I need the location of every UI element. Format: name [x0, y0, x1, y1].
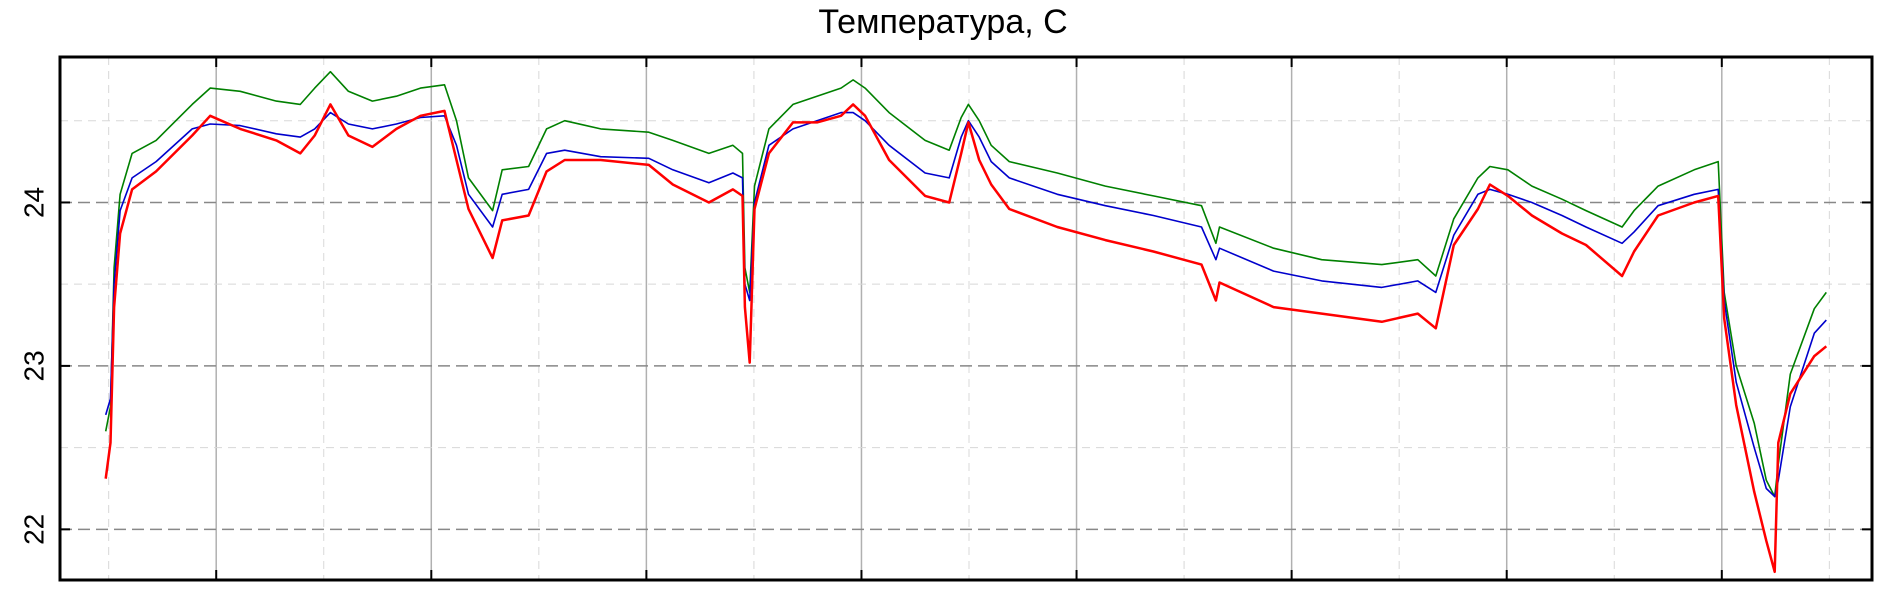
plot-frame	[58, 55, 1874, 582]
y-tick-label: 22	[18, 514, 49, 545]
y-tick-label: 23	[18, 350, 49, 381]
chart-title: Температура, С	[818, 3, 1067, 41]
series-line	[104, 70, 1827, 498]
series-line	[104, 111, 1827, 498]
y-tick-label: 24	[18, 187, 49, 218]
series-line	[104, 103, 1828, 574]
